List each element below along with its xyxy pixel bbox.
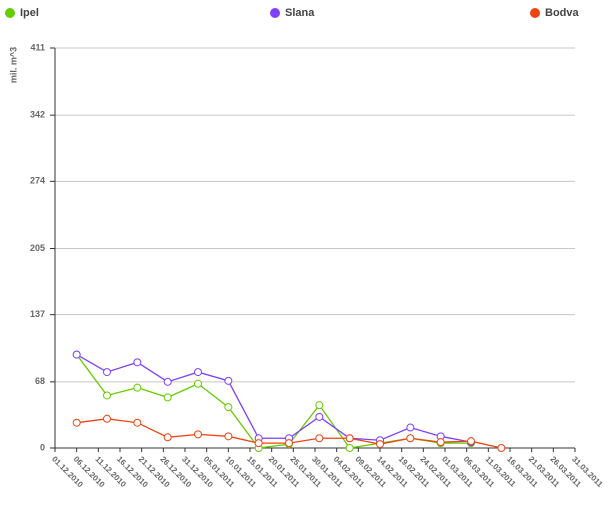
y-tick-label: 205 [30, 243, 45, 253]
data-point [133, 358, 142, 367]
data-point [406, 423, 415, 432]
data-point [163, 433, 172, 442]
data-point [72, 350, 81, 359]
data-point [315, 434, 324, 443]
data-point [376, 440, 384, 449]
data-point [224, 376, 233, 385]
data-point [315, 401, 324, 410]
data-point [285, 439, 293, 448]
data-point [103, 368, 111, 377]
legend-label: Bodva [545, 7, 580, 19]
y-axis-label: mil. m^3 [8, 47, 18, 83]
legend-label: Ipel [20, 7, 39, 19]
series-line [76, 354, 471, 449]
data-point [133, 383, 142, 392]
data-point [163, 393, 172, 402]
data-point [224, 432, 233, 441]
data-point [436, 438, 445, 447]
legend-marker [5, 8, 15, 18]
y-tick-label: 274 [30, 176, 45, 186]
data-point [163, 377, 172, 386]
series-line [76, 354, 472, 443]
legend-marker [270, 8, 280, 18]
data-point [345, 434, 354, 443]
data-point [467, 437, 475, 446]
y-tick-label: 342 [30, 110, 45, 120]
data-point [194, 368, 202, 377]
legend-marker [530, 8, 540, 18]
data-point [406, 434, 415, 443]
data-point [345, 444, 354, 452]
y-tick-label: 68 [35, 376, 45, 386]
y-tick-label: 137 [30, 309, 45, 319]
data-point [315, 412, 324, 421]
data-point [254, 439, 263, 448]
data-point [194, 430, 202, 439]
legend-label: Slana [285, 7, 315, 19]
data-point [224, 403, 233, 412]
data-point [133, 418, 142, 427]
data-point [103, 414, 111, 423]
y-tick-label: 411 [30, 42, 45, 52]
y-tick-label: 0 [40, 442, 45, 452]
data-point [72, 418, 81, 427]
data-point [103, 391, 111, 400]
data-point [497, 444, 506, 452]
data-point [194, 379, 202, 388]
